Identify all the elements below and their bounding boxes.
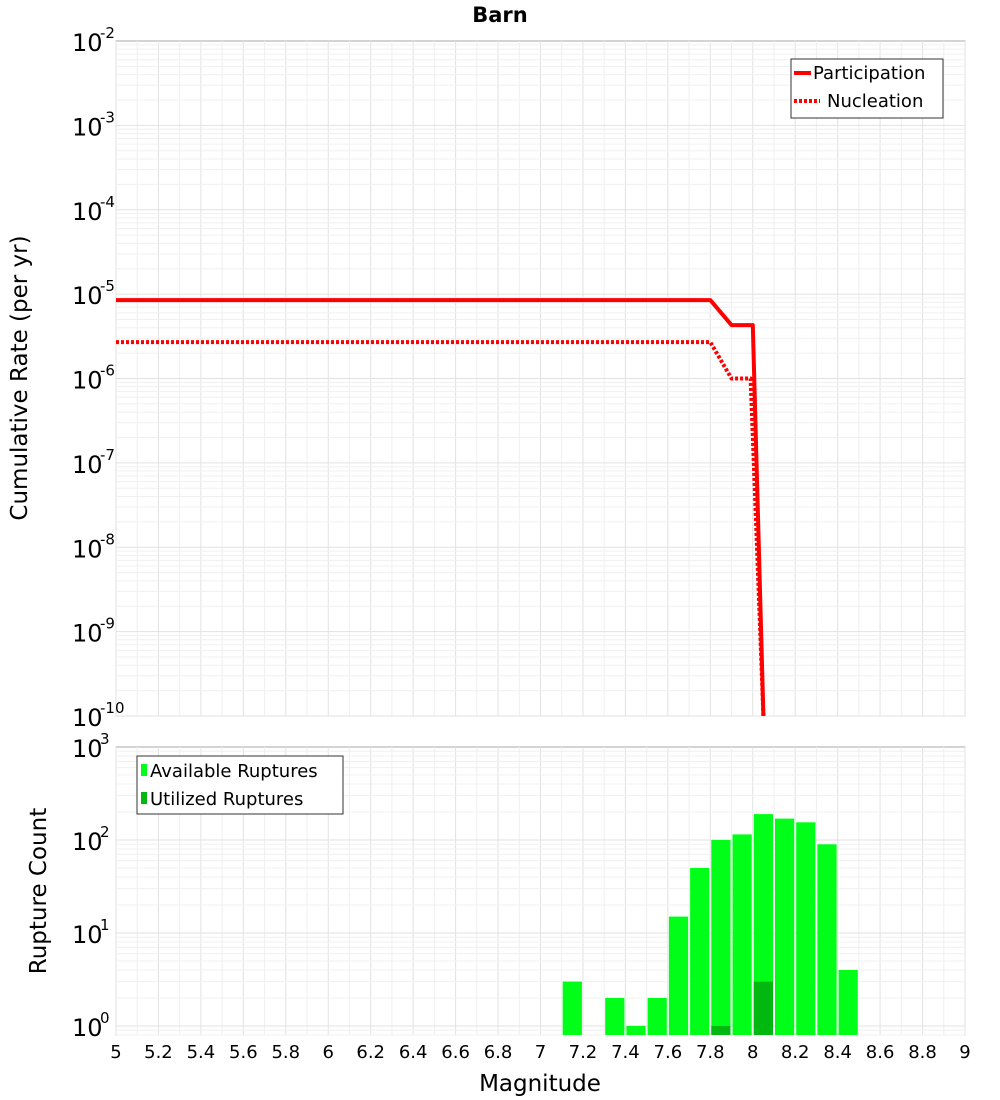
top-y-tick: 10-10 [72, 699, 125, 732]
x-tick-label: 7.4 [611, 1042, 640, 1063]
x-tick-label: 7.2 [569, 1042, 598, 1063]
x-tick-label: 6 [323, 1042, 334, 1063]
tick-base: 10 [72, 1014, 103, 1042]
tick-exponent: -2 [100, 24, 115, 42]
x-tick-label: 5.8 [271, 1042, 300, 1063]
x-tick-label: 6.4 [399, 1042, 428, 1063]
bottom-y-tick: 102 [72, 823, 110, 856]
x-tick-label: 8.8 [908, 1042, 937, 1063]
bottom-legend: Available Ruptures Utilized Ruptures [136, 755, 344, 815]
chart-title: Barn [472, 3, 527, 27]
x-tick-label: 9 [959, 1042, 970, 1063]
tick-exponent: 3 [100, 730, 110, 748]
x-tick-label: 6.2 [356, 1042, 385, 1063]
legend-label-participation: Participation [813, 63, 925, 84]
tick-base: 10 [72, 535, 103, 563]
tick-exponent: 1 [100, 916, 110, 934]
series-participation-line [116, 298, 766, 717]
tick-base: 10 [72, 29, 103, 57]
x-tick-label: 5.2 [144, 1042, 173, 1063]
top-legend-box [790, 58, 944, 119]
x-tick-label: 8.4 [823, 1042, 852, 1063]
bottom-y-tick: 103 [72, 730, 110, 763]
tick-base: 10 [72, 704, 103, 732]
bar-available [775, 818, 795, 1035]
tick-exponent: -6 [100, 362, 115, 380]
legend-swatch-available [141, 764, 147, 776]
top-plot-gridlines [115, 41, 966, 717]
bar-available [838, 970, 858, 1035]
series-nucleation-line [116, 340, 766, 717]
top-y-tick: 10-3 [72, 108, 115, 141]
bar-available [668, 916, 689, 1035]
tick-exponent: 0 [100, 1009, 110, 1027]
tick-base: 10 [72, 113, 103, 141]
bottom-y-tick: 101 [72, 916, 110, 949]
tick-base: 10 [72, 735, 103, 763]
top-y-tick: 10-4 [72, 193, 115, 226]
tick-exponent: -8 [100, 530, 115, 548]
legend-label-nucleation: Nucleation [827, 91, 923, 112]
top-y-axis-label: Cumulative Rate (per yr) [7, 235, 33, 520]
x-tick-labels: 5 5.2 5.4 5.6 5.8 6 6.2 6.4 6.6 6.8 7 7.2 7.4 7.6 7.8 8… [110, 1042, 970, 1063]
x-tick-label: 7.6 [654, 1042, 683, 1063]
tick-base: 10 [72, 921, 103, 949]
legend-swatch-utilized [141, 792, 147, 804]
tick-base: 10 [72, 198, 103, 226]
top-y-tick: 10-6 [72, 362, 115, 395]
x-tick-label: 5.6 [229, 1042, 258, 1063]
bar-available [753, 814, 773, 1035]
x-tick-label: 8.2 [781, 1042, 810, 1063]
top-plot-series [116, 298, 766, 717]
x-tick-label: 5 [110, 1042, 121, 1063]
legend-label-utilized: Utilized Ruptures [150, 789, 303, 810]
tick-exponent: -3 [100, 108, 115, 126]
bottom-y-tick: 100 [72, 1009, 110, 1042]
top-y-tick: 10-8 [72, 530, 115, 563]
legend-label-available: Available Ruptures [150, 761, 318, 782]
x-tick-label: 7.8 [696, 1042, 725, 1063]
bar-available [690, 868, 710, 1035]
bar-utilized [753, 981, 773, 1035]
bar-available [626, 1026, 646, 1035]
tick-base: 10 [72, 367, 103, 395]
top-legend: Participation Nucleation [790, 58, 944, 119]
bar-available [647, 998, 667, 1035]
bar-utilized [711, 1026, 731, 1035]
tick-base: 10 [72, 828, 103, 856]
tick-base: 10 [72, 282, 103, 310]
bar-available [711, 840, 731, 1035]
top-y-tick: 10-5 [72, 277, 115, 310]
top-y-tick: 10-9 [72, 615, 115, 648]
x-tick-label: 6.8 [484, 1042, 513, 1063]
bottom-plot-bars [562, 814, 858, 1035]
tick-exponent: -7 [100, 446, 115, 464]
tick-exponent: -5 [100, 277, 115, 295]
top-y-tick: 10-7 [72, 446, 115, 479]
tick-exponent: -10 [100, 699, 125, 717]
bar-available [562, 981, 582, 1035]
top-y-tick: 10-2 [72, 24, 115, 57]
bar-available [796, 822, 816, 1035]
x-tick-label: 5.4 [187, 1042, 216, 1063]
x-tick-label: 8 [747, 1042, 758, 1063]
x-tick-label: 8.6 [866, 1042, 895, 1063]
x-axis-label: Magnitude [479, 1071, 601, 1097]
tick-exponent: 2 [100, 823, 110, 841]
tick-exponent: -9 [100, 615, 115, 633]
bar-available [605, 998, 625, 1035]
x-tick-label: 6.6 [441, 1042, 470, 1063]
bottom-y-axis-label: Rupture Count [26, 808, 52, 974]
tick-base: 10 [72, 620, 103, 648]
bar-available [732, 834, 752, 1035]
x-tick-label: 7 [535, 1042, 546, 1063]
tick-exponent: -4 [100, 193, 115, 211]
bar-available [817, 844, 837, 1035]
bottom-legend-box [136, 755, 344, 815]
tick-base: 10 [72, 451, 103, 479]
